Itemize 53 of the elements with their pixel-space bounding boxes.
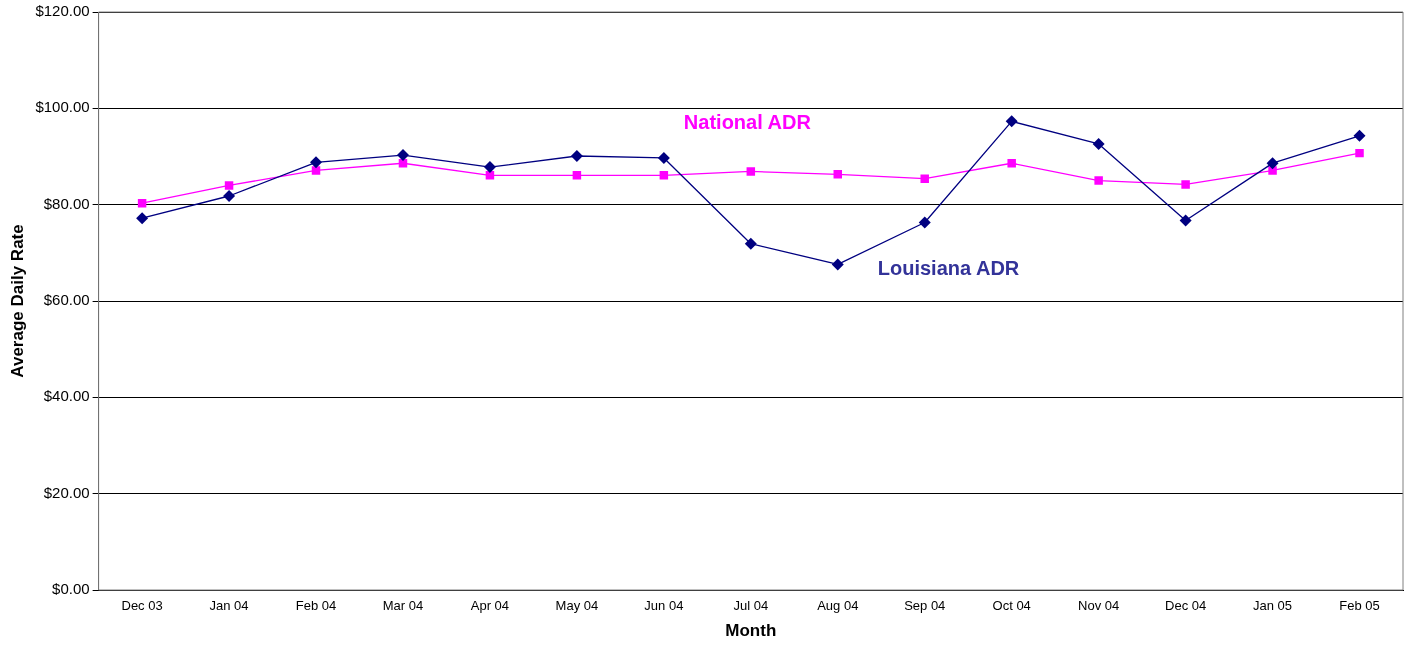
point [918,216,931,229]
point [570,150,583,163]
point [572,171,582,180]
y-tick-label: $60.00 [43,291,90,309]
y-tick-label: $100.00 [35,98,90,116]
point [396,149,409,162]
point [311,166,321,175]
point [1355,148,1364,158]
point [1005,115,1018,128]
x-tick-label: Dec 03 [121,598,163,614]
point [744,237,757,250]
point [657,151,670,164]
point [746,167,756,176]
text: National ADR [683,110,812,133]
point [223,190,236,202]
x-tick-label: Jun 04 [644,598,684,614]
y-tick-label: $120.00 [35,2,90,20]
x-tick-label: May 04 [555,598,599,614]
point [1094,176,1103,185]
point [136,212,149,225]
series-label: Louisiana ADR [877,256,1020,279]
point [310,156,323,169]
x-tick-label: Jan 05 [1253,598,1293,614]
point [1092,137,1105,150]
x-tick-label: Feb 04 [295,598,337,614]
point [1181,180,1190,189]
point [485,171,495,180]
x-axis-title: Month [725,621,777,641]
point [224,181,234,190]
x-tick-label: Jul 04 [733,598,769,614]
x-tick-label: Sep 04 [904,598,946,614]
x-tick-label: Nov 04 [1078,598,1120,614]
x-tick-label: Oct 04 [992,598,1031,614]
point [833,170,843,179]
x-tick-label: Apr 04 [470,598,510,614]
y-tick-label: $40.00 [43,387,90,405]
x-tick-label: Aug 04 [817,598,859,614]
y-axis-title: Average Daily Rate [7,224,27,378]
y-tick-label: $0.00 [52,580,90,598]
x-tick-label: Mar 04 [382,598,424,614]
point [1353,129,1366,142]
point [1266,157,1279,170]
point [1007,159,1016,168]
point [659,171,669,180]
x-tick-label: Feb 05 [1339,598,1380,614]
point [483,161,496,174]
point [1179,214,1192,227]
point [920,174,929,183]
point [831,258,844,271]
x-tick-label: Jan 04 [209,598,249,614]
y-tick-label: $80.00 [43,194,90,212]
y-tick-label: $20.00 [43,483,90,501]
x-tick-label: Dec 04 [1165,598,1207,614]
